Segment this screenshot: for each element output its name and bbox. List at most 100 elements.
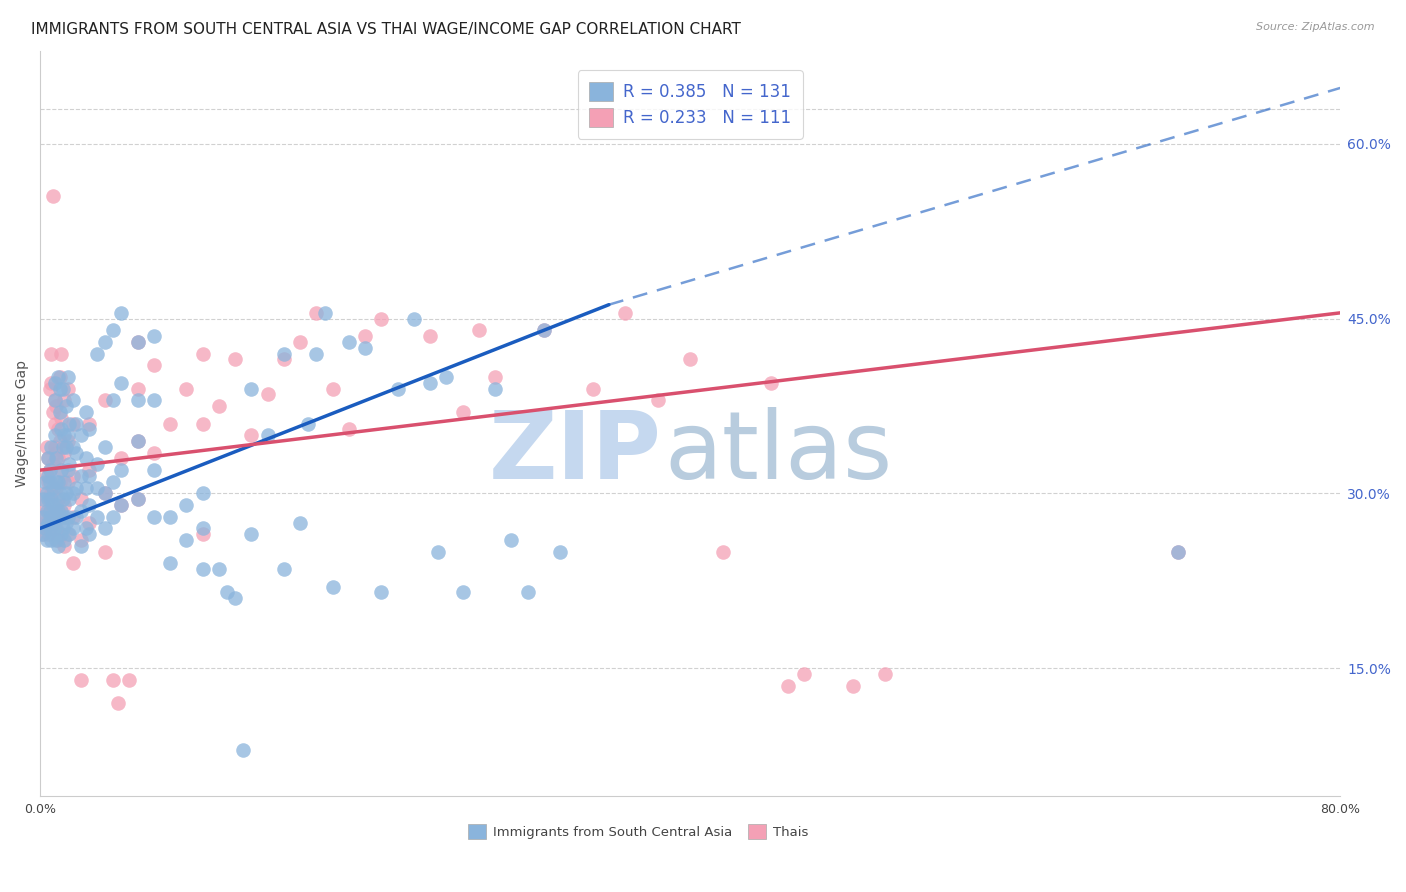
Point — [32, 492, 55, 507]
Point — [94, 393, 117, 408]
Point — [41, 492, 63, 507]
Point — [533, 323, 555, 337]
Point — [191, 562, 214, 576]
Point — [51, 463, 73, 477]
Point — [35, 469, 58, 483]
Legend: Immigrants from South Central Asia, Thais: Immigrants from South Central Asia, Thai… — [461, 817, 815, 846]
Point — [582, 382, 605, 396]
Point — [55, 440, 77, 454]
Point — [56, 428, 79, 442]
Point — [38, 382, 60, 396]
Point — [44, 428, 66, 442]
Point — [1167, 545, 1189, 559]
Point — [44, 376, 66, 390]
Point — [256, 428, 278, 442]
Point — [45, 445, 67, 459]
Point — [191, 527, 214, 541]
Point — [56, 527, 79, 541]
Point — [75, 451, 97, 466]
Point — [65, 445, 87, 459]
Point — [176, 533, 198, 547]
Point — [875, 667, 897, 681]
Point — [176, 498, 198, 512]
Point — [46, 422, 69, 436]
Point — [127, 393, 149, 408]
Point — [103, 509, 125, 524]
Point — [42, 189, 65, 203]
Point — [35, 486, 58, 500]
Point — [240, 382, 263, 396]
Point — [34, 516, 56, 530]
Point — [142, 445, 165, 459]
Point — [55, 399, 77, 413]
Text: IMMIGRANTS FROM SOUTH CENTRAL ASIA VS THAI WAGE/INCOME GAP CORRELATION CHART: IMMIGRANTS FROM SOUTH CENTRAL ASIA VS TH… — [31, 22, 741, 37]
Text: ZIP: ZIP — [489, 408, 662, 500]
Point — [42, 405, 65, 419]
Point — [103, 323, 125, 337]
Point — [548, 545, 571, 559]
Point — [62, 440, 84, 454]
Point — [434, 370, 457, 384]
Point — [516, 585, 538, 599]
Point — [41, 509, 63, 524]
Point — [45, 399, 67, 413]
Point — [127, 334, 149, 349]
Point — [240, 527, 263, 541]
Point — [776, 679, 799, 693]
Point — [127, 382, 149, 396]
Point — [65, 481, 87, 495]
Point — [110, 498, 132, 512]
Point — [46, 504, 69, 518]
Point — [53, 509, 76, 524]
Point — [77, 498, 100, 512]
Point — [51, 509, 73, 524]
Point — [56, 463, 79, 477]
Point — [107, 696, 129, 710]
Point — [42, 527, 65, 541]
Point — [45, 451, 67, 466]
Point — [69, 492, 91, 507]
Point — [35, 533, 58, 547]
Point — [103, 673, 125, 687]
Point — [69, 504, 91, 518]
Point — [354, 329, 377, 343]
Point — [288, 516, 311, 530]
Point — [32, 509, 55, 524]
Point — [142, 509, 165, 524]
Point — [37, 451, 59, 466]
Point — [52, 492, 75, 507]
Point — [75, 405, 97, 419]
Point — [55, 486, 77, 500]
Point — [337, 422, 360, 436]
Point — [38, 492, 60, 507]
Point — [53, 533, 76, 547]
Point — [62, 417, 84, 431]
Point — [53, 539, 76, 553]
Point — [370, 585, 392, 599]
Point — [53, 445, 76, 459]
Point — [42, 516, 65, 530]
Point — [44, 393, 66, 408]
Point — [53, 428, 76, 442]
Point — [38, 504, 60, 518]
Point — [38, 521, 60, 535]
Point — [56, 509, 79, 524]
Point — [314, 306, 336, 320]
Point — [58, 527, 80, 541]
Point — [53, 393, 76, 408]
Point — [191, 417, 214, 431]
Point — [46, 539, 69, 553]
Point — [191, 346, 214, 360]
Point — [45, 498, 67, 512]
Point — [52, 382, 75, 396]
Point — [48, 382, 70, 396]
Point — [62, 393, 84, 408]
Point — [31, 527, 53, 541]
Point — [94, 486, 117, 500]
Text: Source: ZipAtlas.com: Source: ZipAtlas.com — [1257, 22, 1375, 32]
Point — [69, 428, 91, 442]
Point — [34, 521, 56, 535]
Point — [110, 463, 132, 477]
Point — [42, 481, 65, 495]
Point — [191, 521, 214, 535]
